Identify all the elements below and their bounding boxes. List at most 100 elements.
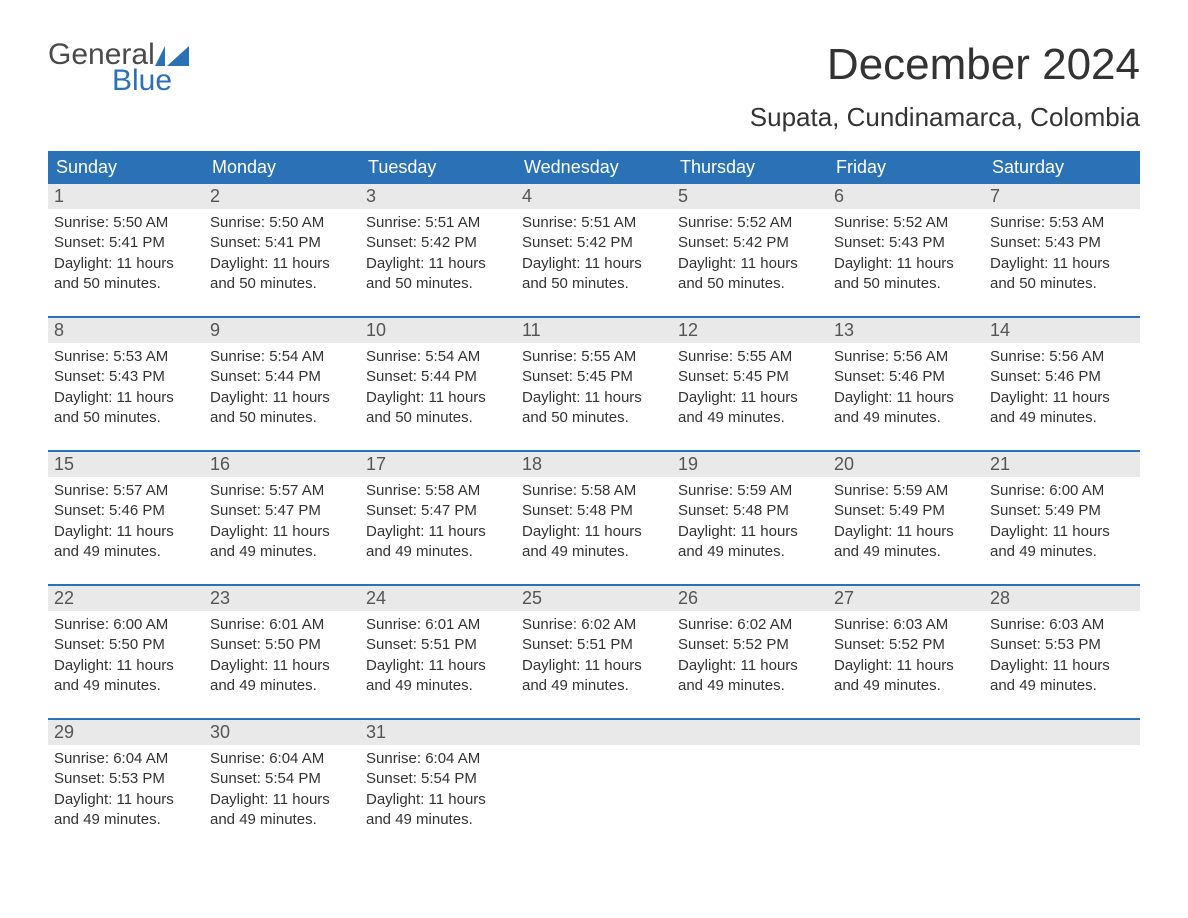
logo-text-blue: Blue	[112, 64, 172, 97]
calendar-cell: 13Sunrise: 5:56 AMSunset: 5:46 PMDayligh…	[828, 318, 984, 436]
daylight-line: Daylight: 11 hours and 50 minutes.	[522, 388, 666, 429]
day-number-row	[828, 720, 984, 745]
day-number-row: 6	[828, 184, 984, 209]
day-details: Sunrise: 5:59 AMSunset: 5:48 PMDaylight:…	[672, 477, 828, 568]
sunrise-line: Sunrise: 6:02 AM	[522, 615, 666, 635]
calendar-cell: 1Sunrise: 5:50 AMSunset: 5:41 PMDaylight…	[48, 184, 204, 302]
day-number	[834, 722, 839, 742]
sunset-line: Sunset: 5:45 PM	[678, 367, 822, 387]
calendar-cell: 30Sunrise: 6:04 AMSunset: 5:54 PMDayligh…	[204, 720, 360, 838]
calendar-cell: 21Sunrise: 6:00 AMSunset: 5:49 PMDayligh…	[984, 452, 1140, 570]
calendar-cell: 16Sunrise: 5:57 AMSunset: 5:47 PMDayligh…	[204, 452, 360, 570]
calendar-cell: 12Sunrise: 5:55 AMSunset: 5:45 PMDayligh…	[672, 318, 828, 436]
daylight-line: Daylight: 11 hours and 49 minutes.	[210, 790, 354, 831]
calendar-cell	[984, 720, 1140, 838]
header: General Blue December 2024	[48, 40, 1140, 96]
day-number-row: 14	[984, 318, 1140, 343]
calendar: Sunday Monday Tuesday Wednesday Thursday…	[48, 151, 1140, 838]
sunset-line: Sunset: 5:48 PM	[678, 501, 822, 521]
calendar-cell: 26Sunrise: 6:02 AMSunset: 5:52 PMDayligh…	[672, 586, 828, 704]
daylight-line: Daylight: 11 hours and 50 minutes.	[210, 254, 354, 295]
daylight-line: Daylight: 11 hours and 49 minutes.	[54, 790, 198, 831]
sunset-line: Sunset: 5:46 PM	[54, 501, 198, 521]
calendar-cell: 2Sunrise: 5:50 AMSunset: 5:41 PMDaylight…	[204, 184, 360, 302]
daylight-line: Daylight: 11 hours and 50 minutes.	[522, 254, 666, 295]
day-details: Sunrise: 5:57 AMSunset: 5:47 PMDaylight:…	[204, 477, 360, 568]
day-number: 19	[678, 454, 698, 474]
sunrise-line: Sunrise: 5:52 AM	[834, 213, 978, 233]
calendar-cell: 14Sunrise: 5:56 AMSunset: 5:46 PMDayligh…	[984, 318, 1140, 436]
day-details: Sunrise: 6:04 AMSunset: 5:54 PMDaylight:…	[204, 745, 360, 836]
sunrise-line: Sunrise: 5:51 AM	[366, 213, 510, 233]
day-number: 3	[366, 186, 376, 206]
sunset-line: Sunset: 5:48 PM	[522, 501, 666, 521]
day-number-row: 2	[204, 184, 360, 209]
day-details: Sunrise: 6:00 AMSunset: 5:50 PMDaylight:…	[48, 611, 204, 702]
day-number-row: 5	[672, 184, 828, 209]
sunrise-line: Sunrise: 5:57 AM	[54, 481, 198, 501]
day-details: Sunrise: 5:57 AMSunset: 5:46 PMDaylight:…	[48, 477, 204, 568]
calendar-week: 8Sunrise: 5:53 AMSunset: 5:43 PMDaylight…	[48, 316, 1140, 436]
day-number-row: 13	[828, 318, 984, 343]
day-number-row	[672, 720, 828, 745]
sunset-line: Sunset: 5:51 PM	[522, 635, 666, 655]
day-number-row: 9	[204, 318, 360, 343]
day-number: 29	[54, 722, 74, 742]
daylight-line: Daylight: 11 hours and 49 minutes.	[54, 522, 198, 563]
daylight-line: Daylight: 11 hours and 49 minutes.	[366, 522, 510, 563]
sunset-line: Sunset: 5:43 PM	[54, 367, 198, 387]
day-number-row: 10	[360, 318, 516, 343]
calendar-cell: 4Sunrise: 5:51 AMSunset: 5:42 PMDaylight…	[516, 184, 672, 302]
day-header-sunday: Sunday	[48, 151, 204, 184]
sunrise-line: Sunrise: 6:04 AM	[366, 749, 510, 769]
sunrise-line: Sunrise: 5:56 AM	[990, 347, 1134, 367]
sunrise-line: Sunrise: 5:57 AM	[210, 481, 354, 501]
calendar-week: 1Sunrise: 5:50 AMSunset: 5:41 PMDaylight…	[48, 184, 1140, 302]
day-details: Sunrise: 6:01 AMSunset: 5:50 PMDaylight:…	[204, 611, 360, 702]
day-number: 14	[990, 320, 1010, 340]
sunrise-line: Sunrise: 5:55 AM	[522, 347, 666, 367]
daylight-line: Daylight: 11 hours and 49 minutes.	[834, 388, 978, 429]
day-details: Sunrise: 6:00 AMSunset: 5:49 PMDaylight:…	[984, 477, 1140, 568]
day-number-row: 23	[204, 586, 360, 611]
day-number-row: 21	[984, 452, 1140, 477]
calendar-cell: 22Sunrise: 6:00 AMSunset: 5:50 PMDayligh…	[48, 586, 204, 704]
calendar-cell: 19 Sunrise: 5:59 AMSunset: 5:48 PMDayligh…	[672, 452, 828, 570]
sunset-line: Sunset: 5:49 PM	[990, 501, 1134, 521]
calendar-cell: 10Sunrise: 5:54 AMSunset: 5:44 PMDayligh…	[360, 318, 516, 436]
day-number	[522, 722, 527, 742]
daylight-line: Daylight: 11 hours and 49 minutes.	[522, 522, 666, 563]
daylight-line: Daylight: 11 hours and 50 minutes.	[54, 254, 198, 295]
daylight-line: Daylight: 11 hours and 49 minutes.	[990, 656, 1134, 697]
day-number	[990, 722, 995, 742]
calendar-cell: 25Sunrise: 6:02 AMSunset: 5:51 PMDayligh…	[516, 586, 672, 704]
day-details: Sunrise: 5:56 AMSunset: 5:46 PMDaylight:…	[828, 343, 984, 434]
day-number-row: 25	[516, 586, 672, 611]
day-header-tuesday: Tuesday	[360, 151, 516, 184]
daylight-line: Daylight: 11 hours and 49 minutes.	[210, 656, 354, 697]
daylight-line: Daylight: 11 hours and 50 minutes.	[678, 254, 822, 295]
sunrise-line: Sunrise: 5:59 AM	[834, 481, 978, 501]
calendar-cell: 5Sunrise: 5:52 AMSunset: 5:42 PMDaylight…	[672, 184, 828, 302]
sunrise-line: Sunrise: 6:01 AM	[210, 615, 354, 635]
day-number: 25	[522, 588, 542, 608]
daylight-line: Daylight: 11 hours and 50 minutes.	[366, 254, 510, 295]
sunrise-line: Sunrise: 6:03 AM	[990, 615, 1134, 635]
daylight-line: Daylight: 11 hours and 50 minutes.	[990, 254, 1134, 295]
daylight-line: Daylight: 11 hours and 49 minutes.	[678, 656, 822, 697]
sunset-line: Sunset: 5:44 PM	[210, 367, 354, 387]
sunrise-line: Sunrise: 5:53 AM	[990, 213, 1134, 233]
calendar-cell: 9Sunrise: 5:54 AMSunset: 5:44 PMDaylight…	[204, 318, 360, 436]
day-details: Sunrise: 5:58 AMSunset: 5:47 PMDaylight:…	[360, 477, 516, 568]
sunset-line: Sunset: 5:47 PM	[366, 501, 510, 521]
day-number: 4	[522, 186, 532, 206]
sunset-line: Sunset: 5:43 PM	[990, 233, 1134, 253]
day-number: 9	[210, 320, 220, 340]
sunrise-line: Sunrise: 6:01 AM	[366, 615, 510, 635]
sunrise-line: Sunrise: 5:51 AM	[522, 213, 666, 233]
sunset-line: Sunset: 5:42 PM	[366, 233, 510, 253]
day-number: 6	[834, 186, 844, 206]
calendar-cell: 31Sunrise: 6:04 AMSunset: 5:54 PMDayligh…	[360, 720, 516, 838]
day-number-row: 30	[204, 720, 360, 745]
sunset-line: Sunset: 5:50 PM	[54, 635, 198, 655]
